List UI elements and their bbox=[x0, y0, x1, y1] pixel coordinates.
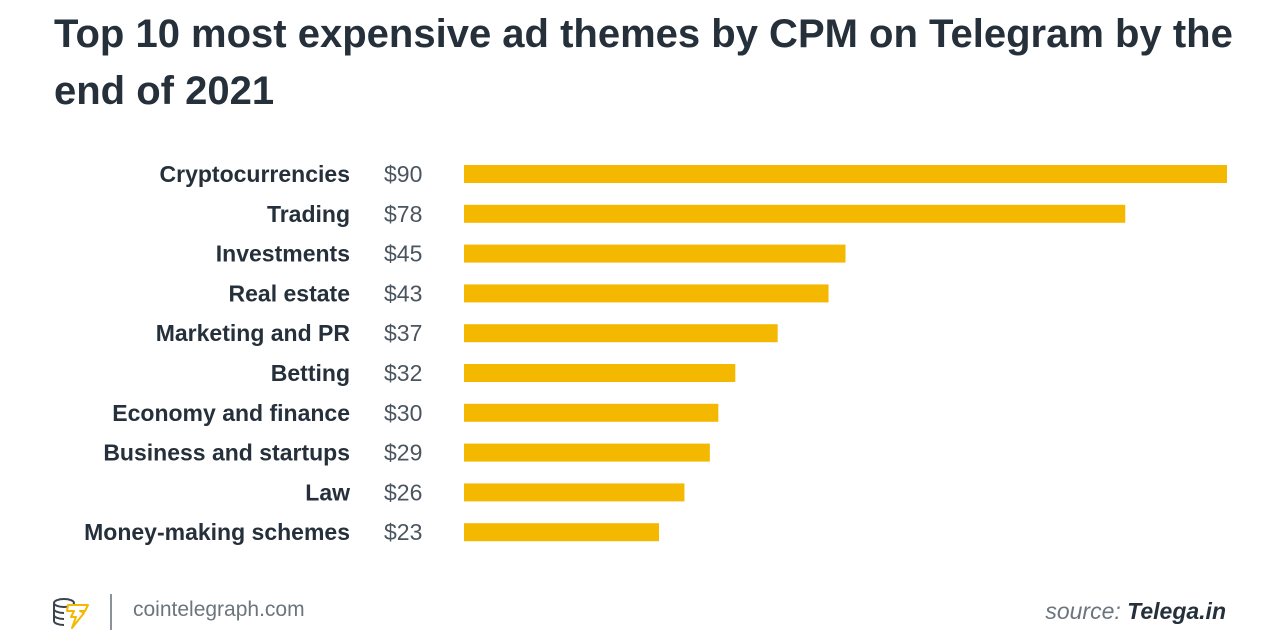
category-label: Economy and finance bbox=[112, 400, 350, 426]
data-label: $43 bbox=[384, 280, 422, 306]
bar bbox=[464, 364, 736, 382]
bar bbox=[464, 204, 1126, 223]
footer-divider bbox=[110, 594, 112, 630]
category-label: Investments bbox=[216, 241, 350, 267]
category-label: Business and startups bbox=[103, 440, 350, 466]
category-label: Cryptocurrencies bbox=[160, 161, 350, 187]
bar-chart: Cryptocurrencies $90 Trading $78 Investments… bbox=[84, 161, 1227, 545]
data-label: $23 bbox=[384, 519, 422, 545]
category-label: Law bbox=[305, 479, 350, 505]
source-name: Telega.in bbox=[1127, 598, 1226, 624]
data-label: $78 bbox=[384, 201, 422, 227]
chart-title: Top 10 most expensive ad themes by CPM o… bbox=[54, 12, 1233, 113]
bar bbox=[464, 165, 1227, 183]
category-label: Money-making schemes bbox=[84, 519, 350, 545]
site-url: cointelegraph.com bbox=[133, 598, 305, 621]
data-label: $45 bbox=[384, 241, 422, 267]
category-label: Betting bbox=[271, 360, 350, 386]
data-label: $37 bbox=[384, 320, 422, 346]
source-credit: source: Telega.in bbox=[1045, 598, 1226, 625]
bar bbox=[464, 443, 710, 462]
cointelegraph-logo-icon bbox=[53, 598, 89, 629]
data-label: $90 bbox=[384, 161, 422, 187]
bar bbox=[464, 324, 778, 343]
source-prefix: source: bbox=[1045, 598, 1128, 624]
data-label: $26 bbox=[384, 479, 422, 505]
bar bbox=[464, 403, 719, 422]
bar bbox=[464, 483, 685, 502]
category-label: Real estate bbox=[229, 280, 350, 306]
data-label: $32 bbox=[384, 360, 422, 386]
category-label: Marketing and PR bbox=[156, 320, 351, 346]
bar bbox=[464, 523, 659, 542]
data-label: $29 bbox=[384, 440, 422, 466]
data-label: $30 bbox=[384, 400, 422, 426]
category-label: Trading bbox=[267, 201, 350, 227]
bar bbox=[464, 244, 846, 263]
bar bbox=[464, 284, 829, 303]
